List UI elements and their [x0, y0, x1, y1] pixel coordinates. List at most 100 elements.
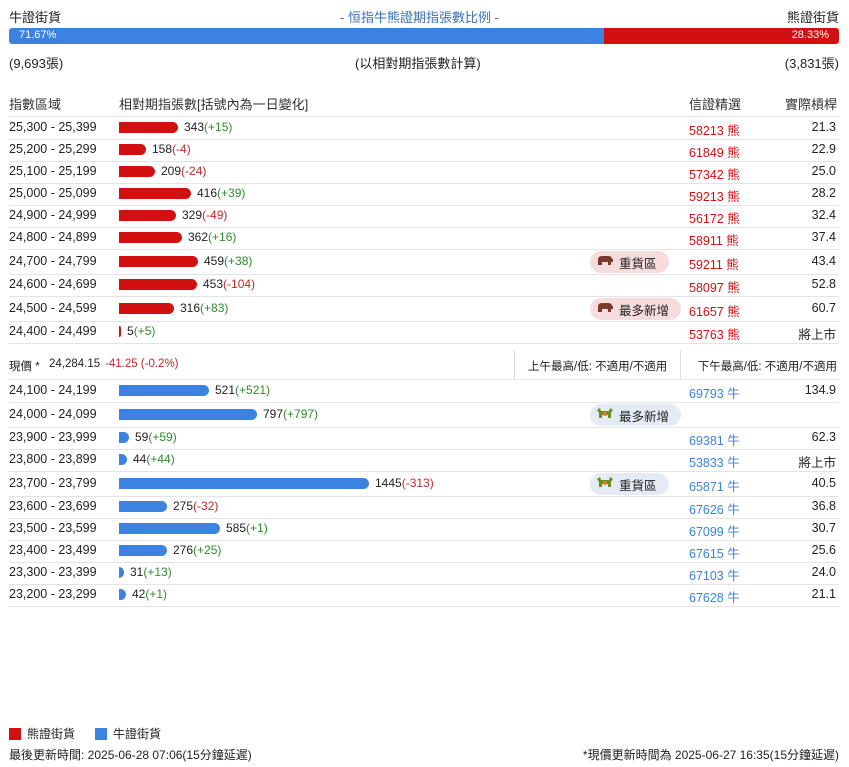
quantity-value: 59 — [135, 430, 149, 444]
quantity-label: 459(+38) — [204, 254, 252, 268]
leverage-value: 134.9 — [804, 383, 836, 397]
bull-row: 23,400 - 23,499 276(+25) 67615 牛 25.6 — [9, 540, 839, 563]
bull-badge: 最多新增 — [590, 404, 682, 426]
daily-change: (+1) — [145, 587, 168, 601]
quantity-label: 316(+83) — [180, 301, 228, 315]
warrant-code-link[interactable]: 67615 牛 — [689, 547, 740, 561]
quantity-label: 5(+5) — [127, 324, 155, 338]
quantity-label: 31(+13) — [130, 565, 172, 579]
col-header-leverage: 實際槓桿 — [784, 97, 837, 112]
leverage-value: 37.4 — [811, 230, 836, 244]
range-cell: 25,200 - 25,299 — [9, 142, 97, 156]
bear-row: 24,600 - 24,699 453(-104) 58097 熊 52.8 — [9, 274, 839, 297]
quantity-label: 1445(-313) — [375, 476, 434, 490]
range-cell: 24,700 - 24,799 — [9, 254, 97, 268]
leverage-value: 52.8 — [811, 277, 836, 291]
bull-quantity-bar — [119, 385, 209, 396]
bull-quantity-bar — [119, 567, 124, 578]
daily-change: (-4) — [172, 142, 191, 156]
warrant-code-link[interactable]: 69793 牛 — [689, 387, 740, 401]
leverage-value: 24.0 — [811, 565, 836, 579]
bull-quantity-bar — [119, 501, 167, 512]
bear-row: 24,900 - 24,999 329(-49) 56172 熊 32.4 — [9, 205, 839, 228]
range-cell: 25,000 - 25,099 — [9, 186, 97, 200]
ratio-note: (以相對期指張數計算) — [355, 56, 481, 71]
range-cell: 23,800 - 23,899 — [9, 452, 97, 466]
current-price-row: 現價 * 24,284.15 -41.25 (-0.2%) 上午最高/低: 不適… — [9, 350, 839, 380]
bear-quantity-bar — [119, 232, 182, 243]
quantity-value: 316 — [180, 301, 201, 315]
warrant-code-link[interactable]: 65871 牛 — [689, 480, 740, 494]
quantity-value: 44 — [133, 452, 147, 466]
bull-row: 23,500 - 23,599 585(+1) 67099 牛 30.7 — [9, 518, 839, 541]
bull-quantity-bar — [119, 454, 127, 465]
warrant-code-link[interactable]: 59213 熊 — [689, 190, 740, 204]
daily-change: (+83) — [200, 301, 229, 315]
warrant-code-link[interactable]: 67103 牛 — [689, 569, 740, 583]
warrant-code-link[interactable]: 67099 牛 — [689, 525, 740, 539]
range-cell: 23,700 - 23,799 — [9, 476, 97, 490]
warrant-code-link[interactable]: 53763 熊 — [689, 328, 740, 342]
warrant-code-link[interactable]: 57342 熊 — [689, 168, 740, 182]
warrant-code-link[interactable]: 58097 熊 — [689, 281, 740, 295]
range-cell: 23,900 - 23,999 — [9, 430, 97, 444]
leverage-value: 21.1 — [811, 587, 836, 601]
daily-change: (-32) — [193, 499, 219, 513]
bear-quantity-bar — [119, 326, 121, 337]
ratio-title: - 恒指牛熊證期指張數比例 - — [340, 10, 499, 25]
bull-badge: 重貨區 — [590, 473, 669, 495]
bull-row: 23,800 - 23,899 44(+44) 53833 牛 將上市 — [9, 449, 839, 472]
leverage-value: 25.0 — [811, 164, 836, 178]
leverage-value: 將上市 — [798, 456, 836, 470]
quantity-value: 276 — [173, 543, 194, 557]
quantity-label: 343(+15) — [184, 120, 232, 134]
warrant-code-link[interactable]: 67628 牛 — [689, 591, 740, 605]
quantity-label: 362(+16) — [188, 230, 236, 244]
leverage-value: 62.3 — [811, 430, 836, 444]
leverage-value: 36.8 — [811, 499, 836, 513]
range-cell: 23,600 - 23,699 — [9, 499, 97, 513]
leverage-value: 22.9 — [811, 142, 836, 156]
bull-outstanding-label: 牛證街貨 — [9, 10, 62, 25]
warrant-code-link[interactable]: 56172 熊 — [689, 212, 740, 226]
warrant-code-link[interactable]: 69381 牛 — [689, 434, 740, 448]
bull-row: 23,200 - 23,299 42(+1) 67628 牛 21.1 — [9, 584, 839, 607]
bull-icon — [596, 407, 614, 423]
daily-change: (+44) — [146, 452, 175, 466]
price-change: -41.25 (-0.2%) — [105, 358, 179, 370]
warrant-code-link[interactable]: 67626 牛 — [689, 503, 740, 517]
header-divider — [9, 116, 839, 117]
last-update-time: 最後更新時間: 2025-06-28 07:06(15分鐘延遲) — [9, 748, 252, 762]
quantity-label: 276(+25) — [173, 543, 221, 557]
badge-label: 最多新增 — [619, 409, 670, 424]
bull-row: 23,300 - 23,399 31(+13) 67103 牛 24.0 — [9, 562, 839, 585]
bear-row: 25,200 - 25,299 158(-4) 61849 熊 22.9 — [9, 139, 839, 162]
daily-change: (-104) — [223, 277, 256, 291]
quantity-value: 158 — [152, 142, 173, 156]
daily-change: (+5) — [133, 324, 156, 338]
bull-total-count: (9,693張) — [9, 56, 64, 71]
warrant-code-link[interactable]: 61657 熊 — [689, 305, 740, 319]
range-cell: 25,300 - 25,399 — [9, 120, 97, 134]
warrant-code-link[interactable]: 58911 熊 — [689, 234, 739, 248]
quantity-value: 329 — [182, 208, 203, 222]
bull-percent: 71.67% — [19, 29, 57, 41]
daily-change: (+16) — [208, 230, 237, 244]
warrant-code-link[interactable]: 53833 牛 — [689, 456, 740, 470]
warrant-code-link[interactable]: 58213 熊 — [689, 124, 740, 138]
daily-change: (+59) — [148, 430, 177, 444]
quantity-label: 329(-49) — [182, 208, 227, 222]
quantity-label: 797(+797) — [263, 407, 318, 421]
daily-change: (+521) — [235, 383, 271, 397]
badge-label: 重貨區 — [619, 256, 657, 271]
badge-label: 最多新增 — [619, 303, 670, 318]
leverage-value: 30.7 — [811, 521, 836, 535]
range-cell: 24,900 - 24,999 — [9, 208, 97, 222]
daily-change: (-313) — [401, 476, 434, 490]
daily-change: (-49) — [202, 208, 228, 222]
quantity-label: 275(-32) — [173, 499, 218, 513]
warrant-code-link[interactable]: 61849 熊 — [689, 146, 740, 160]
price-label: 現價 * — [9, 361, 40, 373]
warrant-code-link[interactable]: 59211 熊 — [689, 258, 739, 272]
quantity-value: 1445 — [375, 476, 402, 490]
